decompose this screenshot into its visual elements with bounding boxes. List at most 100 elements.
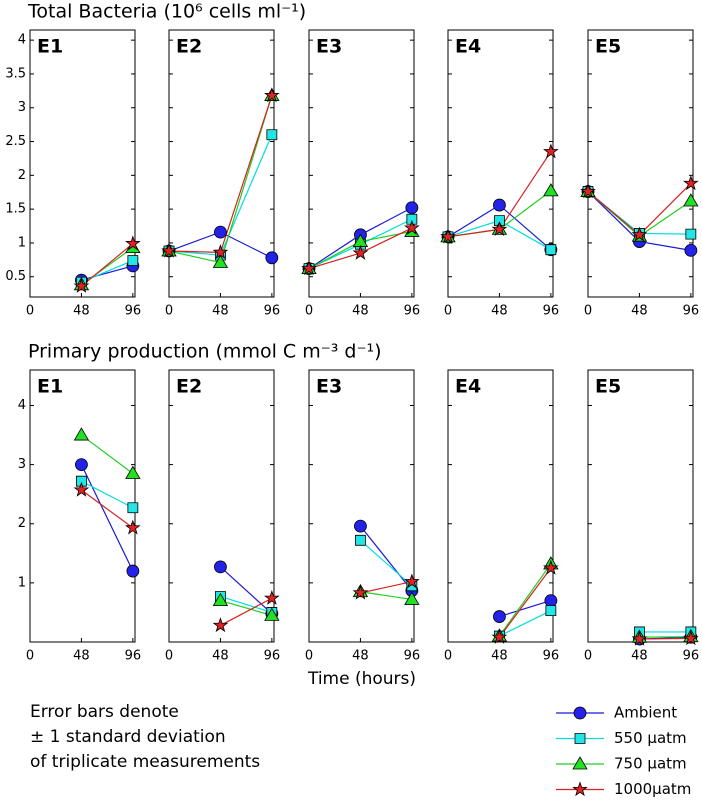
marker xyxy=(683,175,699,191)
series-line xyxy=(498,567,552,638)
x-tick-label: 48 xyxy=(352,304,369,319)
panel-label: E5 xyxy=(595,376,621,398)
marker xyxy=(214,225,227,239)
marker xyxy=(212,254,229,268)
x-tick-label: 48 xyxy=(631,649,648,664)
marker xyxy=(544,594,558,608)
y-tick-label: 2 xyxy=(18,516,26,531)
marker xyxy=(685,228,697,240)
y-tick-label: 3 xyxy=(18,100,26,115)
legend-label: 550 µatm xyxy=(614,729,687,747)
panel-label: E4 xyxy=(455,376,481,398)
marker xyxy=(491,629,508,644)
marker xyxy=(405,201,419,215)
y-tick-label: 4 xyxy=(18,33,26,48)
marker xyxy=(494,215,505,227)
y-tick-label: 1 xyxy=(18,575,26,590)
panel-label: E4 xyxy=(455,36,481,58)
series-line xyxy=(360,539,413,587)
panel-label: E3 xyxy=(316,36,342,58)
marker xyxy=(212,617,229,633)
marker xyxy=(406,213,418,225)
panel-frame xyxy=(308,369,415,643)
marker xyxy=(683,193,699,207)
legend-marker xyxy=(574,733,586,744)
marker xyxy=(214,560,227,574)
x-tick-label: 0 xyxy=(26,304,34,319)
x-tick-label: 48 xyxy=(212,649,229,664)
series-line xyxy=(81,265,134,281)
marker xyxy=(73,481,90,497)
marker xyxy=(352,244,369,260)
marker xyxy=(266,129,278,141)
panel-frame xyxy=(587,369,694,643)
marker xyxy=(580,183,596,199)
note-line: of triplicate measurements xyxy=(30,752,260,772)
panel-label: E1 xyxy=(37,376,63,398)
x-tick-label: 48 xyxy=(212,304,229,319)
marker xyxy=(684,243,698,257)
x-tick-label: 0 xyxy=(165,649,173,664)
y-tick-label: 2 xyxy=(18,168,26,183)
marker xyxy=(631,630,648,646)
marker xyxy=(631,226,648,242)
marker xyxy=(355,534,366,546)
x-tick-label: 48 xyxy=(352,649,369,664)
series-line xyxy=(359,525,413,591)
x-tick-label: 48 xyxy=(491,649,508,664)
note-line: ± 1 standard deviation xyxy=(30,727,226,747)
legend-marker xyxy=(572,781,588,797)
marker xyxy=(404,573,420,589)
panel-frame xyxy=(447,369,554,643)
legend-label: 750 µatm xyxy=(614,755,687,773)
y-tick-label: 3 xyxy=(18,457,26,472)
x-tick-label: 96 xyxy=(125,649,142,664)
marker xyxy=(126,564,140,578)
legend-label: Ambient xyxy=(614,704,677,722)
marker xyxy=(125,519,141,535)
panel-label: E2 xyxy=(176,376,202,398)
y-tick-label: 0.5 xyxy=(5,269,26,284)
marker xyxy=(404,219,420,235)
marker xyxy=(73,427,90,441)
marker xyxy=(440,228,456,244)
x-tick-label: 0 xyxy=(26,649,34,664)
panel-frame xyxy=(29,29,136,298)
y-tick-label: 3.5 xyxy=(5,66,26,81)
x-tick-label: 0 xyxy=(305,304,313,319)
marker xyxy=(543,559,559,575)
series-line xyxy=(81,243,134,287)
x-tick-label: 96 xyxy=(264,304,281,319)
marker xyxy=(212,244,229,260)
marker xyxy=(76,475,87,487)
x-axis-label: Time (hours) xyxy=(307,669,416,689)
x-tick-label: 0 xyxy=(444,304,452,319)
x-tick-label: 96 xyxy=(543,304,560,319)
marker xyxy=(491,221,508,237)
legend-marker xyxy=(572,756,588,770)
series-line xyxy=(81,480,134,509)
x-tick-label: 96 xyxy=(264,649,281,664)
series-line xyxy=(639,636,691,638)
x-tick-label: 96 xyxy=(683,304,700,319)
series-line xyxy=(81,434,134,474)
x-tick-label: 0 xyxy=(444,649,452,664)
marker xyxy=(265,251,279,265)
marker xyxy=(545,244,557,256)
marker xyxy=(161,242,177,258)
x-tick-label: 96 xyxy=(125,304,142,319)
marker xyxy=(127,255,139,266)
panel-frame xyxy=(587,29,694,298)
marker xyxy=(212,592,229,607)
series-line xyxy=(639,637,691,640)
x-tick-label: 48 xyxy=(631,304,648,319)
panel-label: E2 xyxy=(176,36,202,58)
marker xyxy=(264,607,280,621)
marker xyxy=(125,465,141,479)
series-line xyxy=(220,595,273,614)
x-tick-label: 48 xyxy=(73,304,90,319)
panel-label: E3 xyxy=(316,376,342,398)
series-line xyxy=(360,581,412,594)
marker xyxy=(683,630,699,646)
